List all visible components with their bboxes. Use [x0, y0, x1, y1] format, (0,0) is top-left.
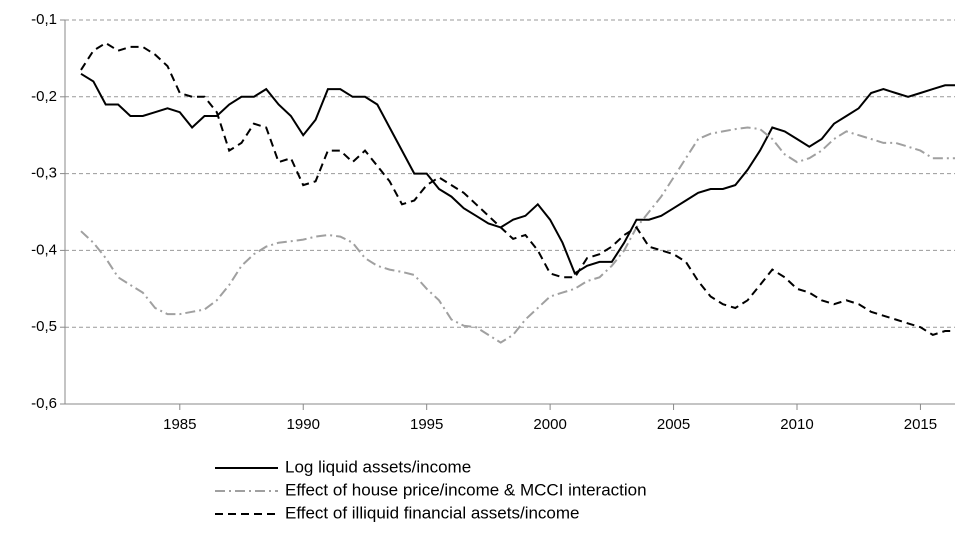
- y-tick-label: -0,1: [31, 11, 57, 28]
- y-tick-label: -0,5: [31, 318, 57, 335]
- x-tick-label: 1985: [163, 416, 196, 433]
- x-tick-label: 2000: [533, 416, 566, 433]
- y-tick-label: -0,6: [31, 395, 57, 412]
- y-tick-label: -0,2: [31, 88, 57, 105]
- legend-label: Log liquid assets/income: [285, 457, 471, 476]
- legend-label: Effect of house price/income & MCCI inte…: [285, 480, 647, 499]
- series-line: [80, 72, 955, 275]
- x-tick-label: 1995: [410, 416, 443, 433]
- x-tick-label: 2015: [904, 416, 937, 433]
- x-tick-label: 2005: [657, 416, 690, 433]
- y-tick-label: -0,3: [31, 165, 57, 182]
- y-tick-label: -0,4: [31, 241, 57, 258]
- series-line: [80, 126, 955, 344]
- x-tick-label: 1990: [287, 416, 320, 433]
- legend-label: Effect of illiquid financial assets/inco…: [285, 503, 580, 522]
- series-line: [80, 41, 955, 336]
- x-tick-label: 2010: [780, 416, 813, 433]
